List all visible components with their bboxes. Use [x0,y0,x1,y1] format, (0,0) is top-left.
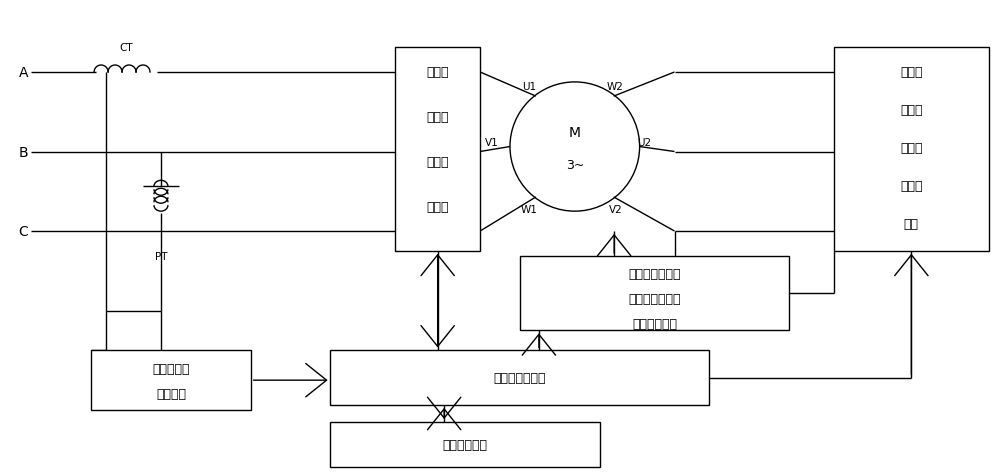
Text: 接投切: 接投切 [900,179,923,192]
Text: 触器及: 触器及 [426,111,449,124]
Text: 基于固: 基于固 [900,66,923,79]
Text: 器的星: 器的星 [900,142,923,155]
Text: B: B [19,145,28,159]
Text: 装置: 装置 [904,217,919,230]
Text: 与交流接触器的: 与交流接触器的 [628,293,681,306]
Text: 单片机控制单元: 单片机控制单元 [494,371,546,385]
Bar [330,351,709,405]
Text: W1: W1 [521,204,538,214]
Text: 角接投切装置: 角接投切装置 [632,317,677,330]
Text: CT: CT [119,43,133,53]
Text: V1: V1 [485,137,499,147]
Text: U2: U2 [638,137,652,147]
Bar [91,351,251,410]
Text: V2: V2 [609,204,622,214]
Text: 热继电: 热继电 [426,156,449,169]
Text: C: C [18,225,28,238]
Bar [520,257,789,331]
Bar [330,422,600,466]
Text: 器装置: 器装置 [426,200,449,213]
Text: U1: U1 [522,82,536,92]
Text: 3~: 3~ [566,159,584,171]
Bar [395,48,480,251]
Text: M: M [569,125,581,139]
Text: 基于固态继电器: 基于固态继电器 [628,268,681,281]
Text: 人机交互单元: 人机交互单元 [443,438,488,451]
Text: 电流与电压: 电流与电压 [152,362,190,375]
Text: 检测单元: 检测单元 [156,387,186,400]
Text: 交流接: 交流接 [426,66,449,79]
Text: PT: PT [155,251,167,261]
Bar [834,48,989,251]
Text: W2: W2 [607,82,624,92]
Text: 态继电: 态继电 [900,104,923,117]
Text: A: A [19,66,28,80]
